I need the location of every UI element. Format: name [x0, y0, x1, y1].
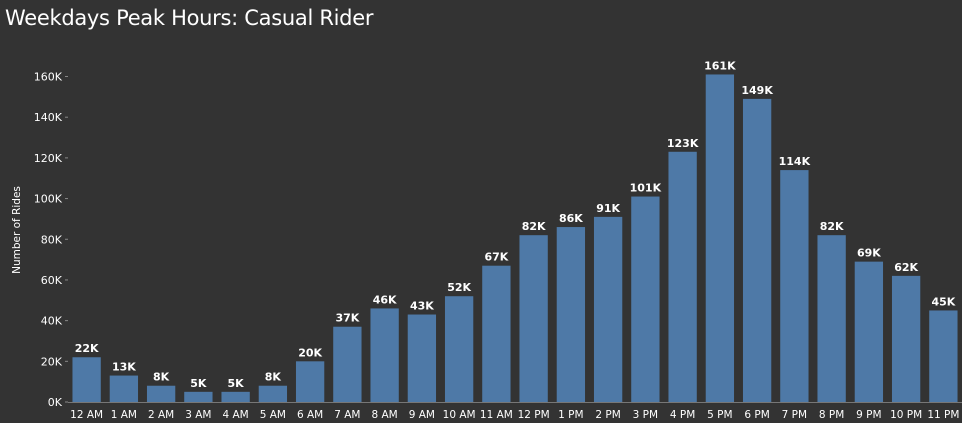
bar[interactable]	[258, 385, 288, 402]
x-tick-label: 12 AM	[70, 409, 103, 421]
data-label: 86K	[559, 212, 583, 225]
x-tick-label: 3 PM	[633, 409, 658, 421]
data-label: 37K	[335, 312, 359, 325]
bar[interactable]	[407, 314, 437, 402]
data-label: 46K	[373, 293, 397, 306]
y-tick-label: 60K	[41, 274, 63, 287]
y-tick-label: 80K	[41, 233, 63, 246]
data-label: 101K	[630, 182, 662, 195]
bar[interactable]	[295, 361, 325, 402]
x-tick-label: 2 PM	[595, 409, 620, 421]
x-axis: 12 AM 1 AM 2 AM 3 AM 4 AM 5 AM 6 AM 7 AM 8 AM 9 A…	[68, 402, 962, 421]
y-axis: 0K 20K 40K 60K 80K 100K 120K 140K 160K	[34, 71, 68, 409]
bar[interactable]	[668, 151, 697, 402]
data-label: 69K	[857, 247, 881, 260]
bar[interactable]	[482, 265, 511, 402]
data-label: 149K	[741, 84, 773, 97]
data-label: 8K	[265, 371, 282, 384]
bar[interactable]	[556, 227, 586, 402]
data-label: 52K	[447, 281, 471, 294]
x-tick-label: 12 PM	[518, 409, 550, 421]
bar[interactable]	[742, 98, 772, 403]
bar[interactable]	[854, 261, 884, 402]
x-tick-label: 9 AM	[409, 409, 435, 421]
x-tick-label: 1 AM	[111, 409, 137, 421]
y-tick-label: 40K	[41, 315, 63, 328]
bar[interactable]	[891, 275, 921, 402]
y-tick-label: 140K	[34, 111, 63, 124]
data-label: 161K	[704, 59, 736, 72]
x-tick-label: 6 PM	[744, 409, 769, 421]
x-tick-label: 3 AM	[185, 409, 211, 421]
x-tick-label: 4 AM	[222, 409, 248, 421]
data-label: 13K	[112, 361, 136, 374]
x-tick-label: 8 PM	[819, 409, 844, 421]
data-label: 67K	[484, 251, 508, 264]
y-axis-label: Number of Rides	[11, 186, 23, 274]
x-tick-label: 9 PM	[856, 409, 881, 421]
bar[interactable]	[184, 391, 213, 402]
data-label: 82K	[820, 220, 844, 233]
x-tick-label: 11 AM	[480, 409, 513, 421]
data-label: 20K	[298, 346, 322, 359]
bar[interactable]	[109, 375, 139, 402]
bar[interactable]	[444, 296, 474, 402]
data-label: 22K	[75, 342, 99, 355]
x-tick-label: 7 PM	[782, 409, 807, 421]
x-tick-label: 5 AM	[260, 409, 286, 421]
x-tick-label: 5 PM	[707, 409, 732, 421]
y-tick-label: 20K	[41, 355, 63, 368]
bar[interactable]	[146, 385, 176, 402]
data-label: 91K	[596, 202, 620, 215]
bar[interactable]	[333, 326, 362, 402]
data-label: 8K	[153, 371, 170, 384]
y-tick-label: 100K	[34, 193, 63, 206]
x-tick-label: 2 AM	[148, 409, 174, 421]
y-tick-label: 0K	[48, 396, 63, 409]
data-label: 62K	[894, 261, 918, 274]
bar[interactable]	[929, 310, 958, 402]
x-tick-label: 6 AM	[297, 409, 323, 421]
bar[interactable]	[72, 357, 101, 402]
bars: 22K 13K 8K 5K 5K 8K 20K 37K 46K 43K 52K 67K 82K 86K 91…	[72, 59, 958, 403]
bar[interactable]	[780, 170, 809, 402]
bar[interactable]	[631, 196, 660, 402]
x-tick-label: 11 PM	[927, 409, 959, 421]
data-label: 5K	[228, 377, 245, 390]
bar[interactable]	[817, 235, 846, 402]
bar[interactable]	[593, 216, 623, 402]
data-label: 123K	[667, 137, 699, 150]
y-tick-label: 120K	[34, 152, 63, 165]
x-tick-label: 7 AM	[334, 409, 360, 421]
bar[interactable]	[519, 235, 548, 402]
data-label: 114K	[779, 155, 811, 168]
x-tick-label: 10 AM	[443, 409, 476, 421]
data-label: 45K	[931, 295, 955, 308]
chart-title: Weekdays Peak Hours: Casual Rider	[5, 6, 374, 30]
data-label: 82K	[522, 220, 546, 233]
bar[interactable]	[221, 391, 250, 402]
x-tick-label: 10 PM	[890, 409, 922, 421]
data-label: 43K	[410, 300, 434, 313]
bar[interactable]	[370, 308, 399, 402]
x-tick-label: 1 PM	[558, 409, 583, 421]
data-label: 5K	[190, 377, 207, 390]
x-tick-label: 8 AM	[371, 409, 397, 421]
bar[interactable]	[705, 74, 735, 402]
x-tick-label: 4 PM	[670, 409, 695, 421]
y-tick-label: 160K	[34, 71, 63, 84]
